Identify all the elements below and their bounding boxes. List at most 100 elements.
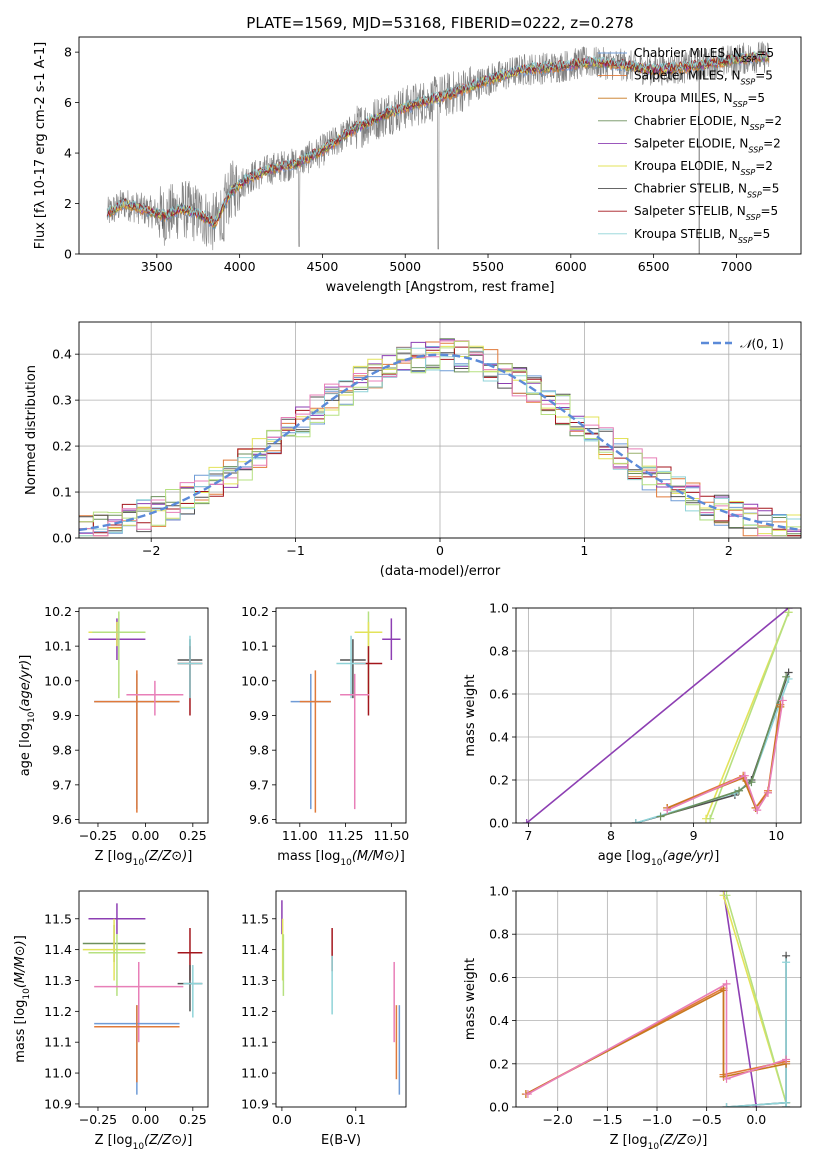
y-tick-label: 10.9 xyxy=(241,1096,269,1111)
y-tick-label: 10.2 xyxy=(241,604,269,619)
mass-weight-marker xyxy=(706,814,715,823)
mass-weight-marker xyxy=(663,806,672,815)
panel-mass_vs_Z: −0.25 0.00 0.25 10.9 11.0 11.1 11.2 11.3 11.4 11.… xyxy=(13,890,209,1152)
y-tick-label: 9.9 xyxy=(249,708,269,723)
y-tick-label: 10.0 xyxy=(241,673,269,688)
y-tick-label: 0.4 xyxy=(489,1013,509,1028)
panel-mass_vs_EBV: 0.0 0.1 10.9 11.0 11.1 11.2 11.3 11.4 11.5 E(B-V) xyxy=(241,890,407,1148)
y-tick-label: 11.2 xyxy=(44,1004,72,1019)
x-tick-label: −0.25 xyxy=(79,828,117,843)
y-tick-label: 11.0 xyxy=(44,1066,72,1081)
x-tick-label: 0.00 xyxy=(131,1112,159,1127)
plot-area xyxy=(281,900,401,1095)
panel-massweight_vs_Z: −2.0 −1.5 −1.0 −0.5 0.0 0.0 0.2 0.4 0.6 0.8 1.0 Z [… xyxy=(463,884,802,1152)
x-tick-label: 0.0 xyxy=(272,1112,292,1127)
y-tick-label: 9.9 xyxy=(52,708,72,723)
y-tick-label: 9.6 xyxy=(249,812,269,827)
y-tick-label: 9.8 xyxy=(249,743,269,758)
y-tick-label: 11.4 xyxy=(44,942,72,957)
mass-weight-marker xyxy=(722,979,731,988)
x-tick-label: 11.25 xyxy=(328,828,364,843)
y-tick-label: 0.8 xyxy=(489,644,509,659)
mass-weight-marker xyxy=(735,786,744,795)
y-tick-label: 9.7 xyxy=(249,777,269,792)
x-tick-label: 0.25 xyxy=(179,828,207,843)
y-axis-label: Flux [fλ 10-17 erg cm-2 s-1 A-1] xyxy=(33,42,48,249)
y-axis-label: age [log10(age/yr)] xyxy=(18,655,37,777)
spectrum-data-line xyxy=(106,41,770,251)
y-tick-label: 11.1 xyxy=(44,1035,72,1050)
mass-weight-marker xyxy=(753,806,762,815)
x-axis-label: (data-model)/error xyxy=(380,564,501,579)
axes-frame xyxy=(515,607,802,824)
mass-weight-marker xyxy=(776,702,785,711)
y-tick-label: 10.9 xyxy=(44,1096,72,1111)
x-axis-label: mass [log10(M/M⊙)] xyxy=(277,849,405,868)
mass-weight-line xyxy=(666,706,782,810)
spectrum-model-line xyxy=(106,50,770,227)
y-tick-label: 0.4 xyxy=(489,730,509,745)
plot-area xyxy=(79,338,801,537)
y-tick-label: 0.6 xyxy=(489,970,509,985)
panel-age_vs_mass: 11.00 11.25 11.50 9.6 9.7 9.8 9.9 10.0 10.1 10.2 m… xyxy=(241,604,409,868)
y-axis-label: Normed distribution xyxy=(24,365,39,495)
mass-weight-marker xyxy=(782,672,791,681)
axes-frame xyxy=(78,321,802,539)
y-tick-label: 11.2 xyxy=(241,1004,269,1019)
y-tick-label: 8 xyxy=(64,45,72,60)
y-tick-label: 11.3 xyxy=(44,973,72,988)
x-tick-label: 4000 xyxy=(224,259,256,274)
x-tick-label: −2 xyxy=(142,543,160,558)
plot-area xyxy=(82,903,203,1095)
x-tick-label: 8 xyxy=(607,828,615,843)
axes-frame xyxy=(275,890,407,1108)
mass-weight-marker xyxy=(782,1103,791,1107)
y-tick-label: 11.5 xyxy=(44,911,72,926)
x-tick-label: −1 xyxy=(286,543,304,558)
y-tick-label: 11.0 xyxy=(241,1066,269,1081)
mass-weight-marker xyxy=(722,891,731,900)
y-axis-label: mass weight xyxy=(463,674,478,756)
x-tick-label: 0.00 xyxy=(131,828,159,843)
axes-frame xyxy=(78,890,209,1108)
mass-weight-marker xyxy=(740,771,749,780)
x-axis-label: E(B-V) xyxy=(321,1133,361,1148)
y-tick-label: 0.1 xyxy=(52,485,72,500)
y-tick-label: 4 xyxy=(64,146,72,161)
y-tick-label: 10.0 xyxy=(44,673,72,688)
x-axis-label: Z [log10(Z/Z⊙)] xyxy=(610,1133,708,1152)
mass-weight-line xyxy=(527,982,787,1095)
legend-label: Salpeter MILES, NSSP=5 xyxy=(634,69,773,87)
legend: Chabrier MILES, NSSP=5 Salpeter MILES, NS… xyxy=(598,46,782,244)
mass-weight-marker xyxy=(782,958,791,967)
mass-weight-line xyxy=(526,608,790,823)
y-tick-label: 0.2 xyxy=(489,1056,509,1071)
legend-label: Kroupa ELODIE, NSSP=2 xyxy=(634,159,773,177)
axes-frame xyxy=(275,607,407,824)
mass-weight-marker xyxy=(722,1103,731,1107)
x-tick-label: 6000 xyxy=(555,259,587,274)
y-tick-label: 0.2 xyxy=(52,439,72,454)
histogram-step xyxy=(79,352,801,537)
legend: 𝒩(0, 1) xyxy=(701,337,784,351)
legend-label: Chabrier STELIB, NSSP=5 xyxy=(634,182,779,200)
legend-label: 𝒩(0, 1) xyxy=(740,337,784,351)
y-tick-label: 10.1 xyxy=(241,639,269,654)
x-axis-label: Z [log10(Z/Z⊙)] xyxy=(95,1133,193,1152)
x-axis-label: Z [log10(Z/Z⊙)] xyxy=(95,849,193,868)
mass-weight-marker xyxy=(778,696,787,705)
axes-frame xyxy=(515,890,802,1108)
y-tick-label: 0.3 xyxy=(52,393,72,408)
mass-weight-marker xyxy=(784,608,793,617)
axes-frame xyxy=(78,36,802,255)
x-tick-label: 0.25 xyxy=(179,1112,207,1127)
mass-weight-marker xyxy=(631,819,640,823)
x-tick-label: 0 xyxy=(436,543,444,558)
mass-weight-line xyxy=(725,895,787,1103)
plot-area xyxy=(521,891,791,1107)
x-tick-label: 2 xyxy=(725,543,733,558)
y-tick-label: 11.3 xyxy=(241,973,269,988)
legend-label: Kroupa MILES, NSSP=5 xyxy=(634,91,765,109)
mass-weight-marker xyxy=(763,788,772,797)
x-tick-label: 1 xyxy=(580,543,588,558)
